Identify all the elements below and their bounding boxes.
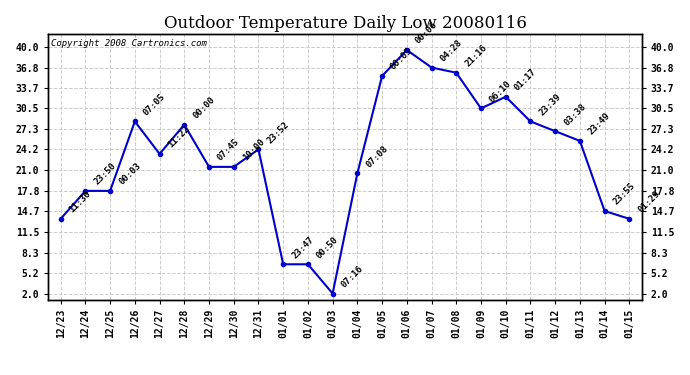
Text: 11:30: 11:30 <box>68 189 93 214</box>
Text: 07:05: 07:05 <box>141 92 167 117</box>
Title: Outdoor Temperature Daily Low 20080116: Outdoor Temperature Daily Low 20080116 <box>164 15 526 32</box>
Text: 04:28: 04:28 <box>438 38 464 63</box>
Text: 00:03: 00:03 <box>117 161 142 187</box>
Text: 07:16: 07:16 <box>339 264 365 290</box>
Text: 23:39: 23:39 <box>538 92 563 117</box>
Text: 01:17: 01:17 <box>513 67 538 93</box>
Text: 06:10: 06:10 <box>488 79 513 104</box>
Text: 00:06: 00:06 <box>414 21 439 46</box>
Text: 00:05: 00:05 <box>389 46 415 72</box>
Text: 07:45: 07:45 <box>216 137 241 163</box>
Text: Copyright 2008 Cartronics.com: Copyright 2008 Cartronics.com <box>51 39 207 48</box>
Text: 23:50: 23:50 <box>92 161 118 187</box>
Text: 03:38: 03:38 <box>562 102 587 127</box>
Text: 21:16: 21:16 <box>463 43 489 69</box>
Text: 10:00: 10:00 <box>241 137 266 163</box>
Text: 07:08: 07:08 <box>364 144 390 169</box>
Text: 23:49: 23:49 <box>586 111 612 137</box>
Text: 00:00: 00:00 <box>191 95 217 120</box>
Text: 11:22: 11:22 <box>166 124 192 150</box>
Text: 23:47: 23:47 <box>290 235 315 260</box>
Text: 23:55: 23:55 <box>611 182 637 207</box>
Text: 01:29: 01:29 <box>636 189 662 214</box>
Text: 23:52: 23:52 <box>266 120 290 145</box>
Text: 00:50: 00:50 <box>315 235 340 260</box>
